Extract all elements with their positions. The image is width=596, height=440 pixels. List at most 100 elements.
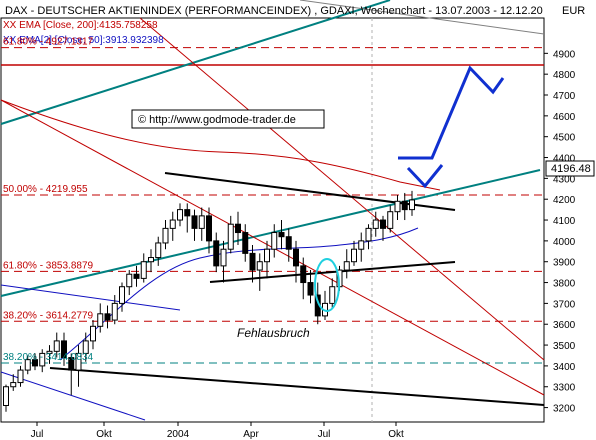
chart-title: DAX - DEUTSCHER AKTIENINDEX (PERFORMANCE… bbox=[5, 5, 543, 17]
price-candles bbox=[3, 190, 415, 412]
green-upper-trendline bbox=[0, 0, 391, 125]
candle-body bbox=[206, 215, 212, 242]
candle-body bbox=[213, 240, 220, 267]
red-downtrend-line-2 bbox=[139, 17, 545, 361]
candle-body bbox=[3, 386, 9, 406]
triangle-lower-line bbox=[209, 261, 456, 283]
candle-body bbox=[184, 209, 191, 217]
x-tick-label: Jul bbox=[318, 429, 331, 440]
candle-body bbox=[82, 340, 89, 354]
candle-body bbox=[351, 248, 357, 263]
candle-body bbox=[24, 359, 31, 371]
y-tick-label: 4600 bbox=[553, 112, 576, 123]
candle-body bbox=[32, 359, 38, 367]
x-tick-label: Apr bbox=[243, 429, 259, 440]
fib-label: 38.20% - 3414.0834 bbox=[3, 352, 94, 363]
candle-body bbox=[10, 382, 17, 388]
candle-body bbox=[372, 219, 379, 229]
candle-body bbox=[119, 286, 125, 304]
fibonacci-labels: 61.80% - 4927.1317 50.00% - 4219.955 61.80… bbox=[3, 37, 94, 363]
fib-label: 50.00% - 4219.955 bbox=[3, 184, 88, 195]
candle-body bbox=[285, 236, 292, 250]
trendlines bbox=[0, 0, 545, 421]
false-breakout-circle bbox=[314, 258, 340, 312]
long-term-support-line bbox=[49, 367, 545, 406]
candle-body bbox=[220, 248, 227, 267]
y-tick-label: 3800 bbox=[553, 279, 576, 290]
candle-body bbox=[242, 232, 249, 254]
candle-body bbox=[126, 273, 133, 288]
candle-body bbox=[39, 352, 46, 367]
x-tick-label: Okt bbox=[96, 429, 112, 440]
candle-body bbox=[401, 200, 408, 211]
y-tick-label: 3400 bbox=[553, 362, 576, 373]
candle-body bbox=[249, 252, 256, 271]
y-tick-label: 4700 bbox=[553, 91, 576, 102]
candle-body bbox=[140, 261, 147, 279]
fib-label: 61.80% - 3853.8879 bbox=[3, 260, 94, 271]
candle-body bbox=[53, 340, 60, 352]
y-tick-label: 4900 bbox=[553, 49, 576, 60]
y-tick-label: 4200 bbox=[553, 195, 576, 206]
candle-body bbox=[307, 282, 314, 296]
candle-body bbox=[162, 227, 169, 244]
y-tick-label: 3200 bbox=[553, 404, 576, 415]
legend-ema-200: XX EMA [Close, 200]:4135.758258 bbox=[3, 20, 158, 31]
currency-label: EUR bbox=[562, 5, 585, 17]
y-tick-label: 3700 bbox=[553, 299, 576, 310]
candle-body bbox=[394, 200, 401, 213]
legend: XX EMA [Close, 200]:4135.758258 XX EMA[2… bbox=[3, 20, 164, 46]
candle-body bbox=[227, 223, 234, 250]
candle-body bbox=[68, 357, 75, 371]
candle-body bbox=[409, 199, 415, 211]
candle-body bbox=[329, 286, 336, 304]
fib-label: 38.20% - 3614.2779 bbox=[3, 310, 94, 321]
candle-body bbox=[380, 219, 386, 229]
watermark: © http://www.godmode-trader.de bbox=[131, 109, 325, 129]
y-tick-label: 4400 bbox=[553, 154, 576, 165]
candle-body bbox=[358, 240, 365, 250]
candle-body bbox=[198, 215, 205, 229]
candle-body bbox=[17, 369, 24, 384]
candle-body bbox=[148, 257, 154, 263]
candle-body bbox=[271, 232, 278, 250]
y-tick-label: 4500 bbox=[553, 133, 576, 144]
candle-body bbox=[75, 352, 82, 371]
candle-body bbox=[387, 211, 394, 229]
candle-body bbox=[61, 340, 67, 359]
green-lower-trendline bbox=[0, 169, 541, 297]
x-axis: Jul Okt 2004 Apr Jul Okt bbox=[31, 422, 404, 440]
candle-body bbox=[111, 302, 118, 321]
candle-body bbox=[191, 215, 198, 229]
candle-body bbox=[104, 313, 111, 321]
grey-trendline bbox=[299, 0, 545, 35]
candle-body bbox=[235, 223, 241, 234]
blue-trendline-top bbox=[0, 284, 181, 311]
plot-area bbox=[0, 17, 545, 423]
x-tick-label: Okt bbox=[388, 429, 404, 440]
legend-ema-50: XX EMA[2] [Close, 50]:3913.932398 bbox=[3, 35, 164, 46]
candle-body bbox=[90, 325, 96, 342]
candle-body bbox=[97, 313, 104, 327]
y-tick-label: 3600 bbox=[553, 320, 576, 331]
y-tick-label: 3900 bbox=[553, 258, 576, 269]
fib-label: 61.80% - 4927.1317 bbox=[3, 37, 94, 48]
candle-body bbox=[46, 350, 53, 354]
candle-body bbox=[300, 265, 307, 284]
candle-body bbox=[155, 242, 162, 259]
forecast-path bbox=[398, 65, 505, 189]
candle-body bbox=[133, 273, 140, 279]
y-tick-label: 4300 bbox=[553, 174, 576, 185]
y-tick-label: 4100 bbox=[553, 216, 576, 227]
candle-body bbox=[264, 248, 270, 263]
price-tag-value: 4196.48 bbox=[551, 163, 591, 175]
candle-body bbox=[256, 261, 263, 271]
x-tick-label: Jul bbox=[31, 429, 44, 440]
header: DAX - DEUTSCHER AKTIENINDEX (PERFORMANCE… bbox=[5, 5, 585, 17]
candle-body bbox=[343, 261, 350, 271]
y-tick-label: 4800 bbox=[553, 70, 576, 81]
candle-body bbox=[278, 232, 285, 238]
blue-trendline-bottom bbox=[0, 371, 146, 421]
y-tick-label: 3300 bbox=[553, 383, 576, 394]
